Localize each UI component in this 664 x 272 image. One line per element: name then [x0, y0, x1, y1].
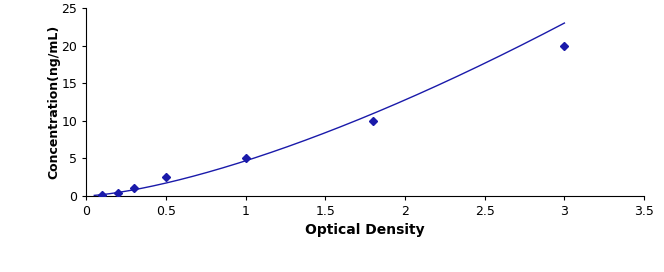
X-axis label: Optical Density: Optical Density [305, 223, 425, 237]
Y-axis label: Concentration(ng/mL): Concentration(ng/mL) [47, 25, 60, 179]
